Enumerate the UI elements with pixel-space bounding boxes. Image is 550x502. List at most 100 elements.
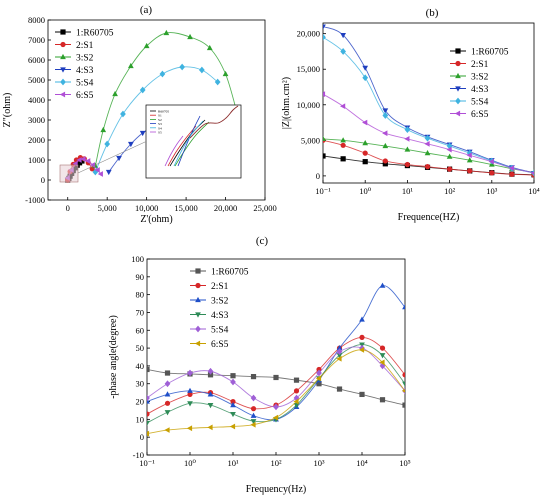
legend-label: 3:S2 [76, 54, 94, 64]
data-point [336, 353, 343, 359]
inset-legend-label: S2 [158, 118, 162, 122]
legend-marker [195, 312, 201, 318]
y-tick-label: 20,000 [297, 29, 320, 39]
legend-marker [60, 41, 66, 48]
x-tick-label: 10⁰ [184, 458, 197, 468]
data-point [466, 157, 473, 163]
data-point [293, 394, 300, 402]
chart-bode-impedance: 10⁻¹ 10⁰ 10¹ 10² 10³ 10⁴ 0 5,000 10,000 15,000 20,… [281, 22, 540, 223]
legend-marker [455, 48, 461, 54]
data-point [207, 372, 214, 378]
data-point [404, 146, 411, 152]
data-point [127, 62, 134, 69]
y-tick-label: 10,000 [297, 100, 320, 110]
legend-label: 2:S1 [471, 60, 489, 70]
data-point [402, 402, 405, 408]
data-point [250, 412, 257, 418]
data-point [323, 135, 326, 141]
legend-label: 1:R60705 [211, 268, 249, 278]
legend-label: 4:S3 [471, 85, 489, 95]
legend-marker [195, 296, 201, 303]
data-point [340, 156, 346, 162]
data-point [293, 403, 300, 409]
series-line [147, 344, 405, 424]
x-tick-label: 10¹ [227, 458, 239, 468]
data-point [139, 86, 146, 94]
data-point [250, 394, 257, 402]
zoom-connector [77, 141, 147, 174]
data-point [467, 168, 473, 174]
x-tick-label: 10³ [313, 458, 325, 468]
legend-label: 4:S3 [211, 311, 229, 321]
plot-frame [146, 258, 406, 456]
data-point [404, 136, 410, 142]
data-point [147, 430, 150, 437]
data-point [164, 380, 171, 388]
y-tick-label: 10 [136, 414, 145, 424]
data-point [147, 398, 150, 404]
legend-label: 2:S1 [76, 41, 94, 51]
data-point [187, 33, 193, 40]
legend-marker [455, 97, 461, 105]
y-tick-label: 40 [136, 361, 145, 371]
data-point [466, 152, 472, 159]
legend-label: 3:S2 [471, 73, 489, 83]
x-axis-label: Z'(ohm) [140, 214, 172, 225]
data-point [143, 42, 150, 49]
data-point [163, 29, 170, 36]
y-tick-label: 1000 [28, 155, 45, 165]
data-point [382, 142, 389, 149]
data-point [147, 420, 150, 427]
data-point [382, 158, 388, 164]
data-point [272, 414, 279, 421]
data-point [340, 142, 346, 148]
y-tick-label: 50 [136, 343, 145, 353]
legend-marker [59, 91, 66, 98]
data-point [402, 372, 405, 378]
data-point [424, 141, 430, 147]
data-point [164, 370, 171, 376]
legend-marker [454, 110, 461, 117]
y-tick-label: 2000 [28, 135, 45, 145]
data-point [379, 353, 386, 359]
inset-legend-label: R60705 [158, 110, 169, 114]
data-point [187, 369, 193, 377]
legend-label: 3:S2 [211, 297, 229, 307]
data-point [446, 153, 453, 159]
x-tick-label: 10³ [486, 186, 498, 196]
data-point [315, 375, 322, 382]
data-point [85, 158, 91, 164]
data-point [187, 387, 193, 393]
data-point [447, 166, 453, 172]
data-point [127, 141, 134, 148]
data-point [362, 150, 368, 156]
data-point [147, 411, 150, 417]
legend-label: 2:S1 [211, 282, 229, 292]
data-point [489, 170, 495, 176]
legend-marker [60, 53, 66, 60]
data-point [402, 303, 405, 310]
inset-curve [173, 120, 204, 167]
data-point [336, 344, 343, 351]
legend: 1:R60705 2:S1 3:S2 4:S3 5:S4 6:S5 [450, 48, 509, 120]
y-tick-label: 8000 [28, 15, 45, 25]
legend-label: 1:R60705 [471, 48, 509, 58]
y-tick-label: -10 [133, 450, 144, 460]
legend-marker [455, 86, 461, 92]
data-point [120, 110, 126, 118]
inset-curve [164, 135, 184, 167]
legend-label: 1:R60705 [76, 29, 114, 39]
legend-marker [195, 268, 201, 274]
data-point [199, 66, 205, 74]
y-tick-label: 60 [136, 325, 145, 335]
data-point [76, 157, 82, 163]
data-point [424, 150, 431, 156]
data-point [222, 70, 229, 77]
inset-legend-label: S3 [158, 122, 162, 126]
y-axis-label: -phase angle(degree) [108, 315, 119, 399]
y-tick-label: 5000 [28, 75, 45, 85]
data-point [382, 108, 389, 114]
data-point [164, 391, 171, 397]
